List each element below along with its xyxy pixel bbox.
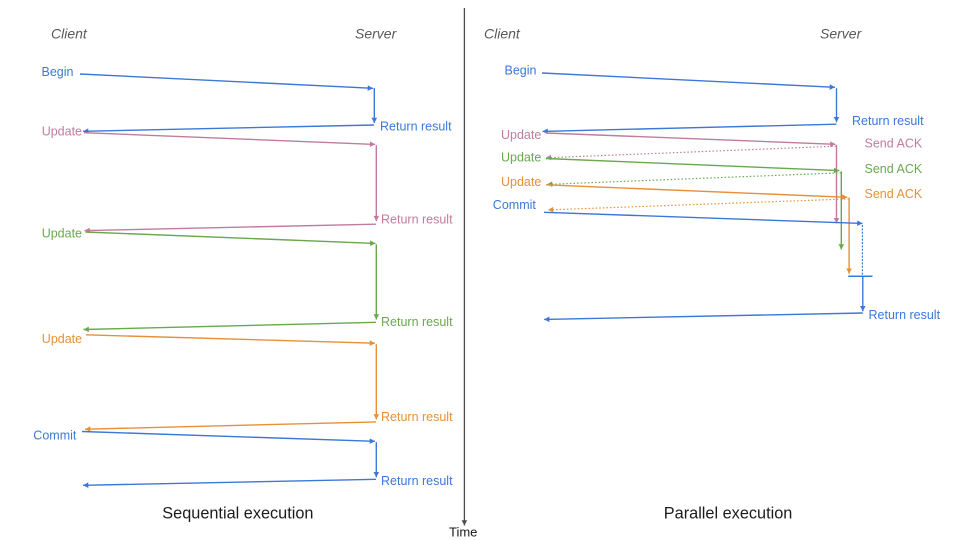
svg-text:Send ACK: Send ACK (865, 136, 923, 150)
svg-text:Return result: Return result (381, 213, 453, 227)
svg-text:Send ACK: Send ACK (865, 162, 923, 176)
svg-text:Send ACK: Send ACK (865, 187, 923, 201)
svg-text:Server: Server (820, 25, 863, 41)
svg-text:Return result: Return result (381, 474, 453, 488)
svg-text:Return result: Return result (381, 410, 453, 424)
svg-text:Update: Update (501, 175, 541, 189)
svg-text:Parallel execution: Parallel execution (664, 505, 793, 523)
svg-text:Commit: Commit (33, 429, 77, 443)
svg-text:Sequential execution: Sequential execution (162, 505, 313, 523)
svg-text:Begin: Begin (42, 65, 74, 79)
svg-text:Time: Time (449, 524, 477, 539)
svg-text:Client: Client (484, 25, 521, 41)
svg-text:Return result: Return result (381, 315, 453, 329)
svg-text:Update: Update (42, 226, 82, 240)
svg-text:Return result: Return result (380, 119, 452, 133)
svg-text:Update: Update (501, 151, 541, 165)
svg-text:Begin: Begin (505, 64, 537, 78)
svg-text:Update: Update (42, 332, 82, 346)
svg-text:Update: Update (42, 125, 82, 139)
svg-text:Server: Server (355, 25, 398, 41)
svg-text:Return result: Return result (852, 114, 924, 128)
svg-text:Client: Client (51, 25, 88, 41)
svg-text:Commit: Commit (493, 198, 537, 212)
svg-text:Update: Update (501, 128, 541, 142)
svg-text:Return result: Return result (869, 308, 941, 322)
